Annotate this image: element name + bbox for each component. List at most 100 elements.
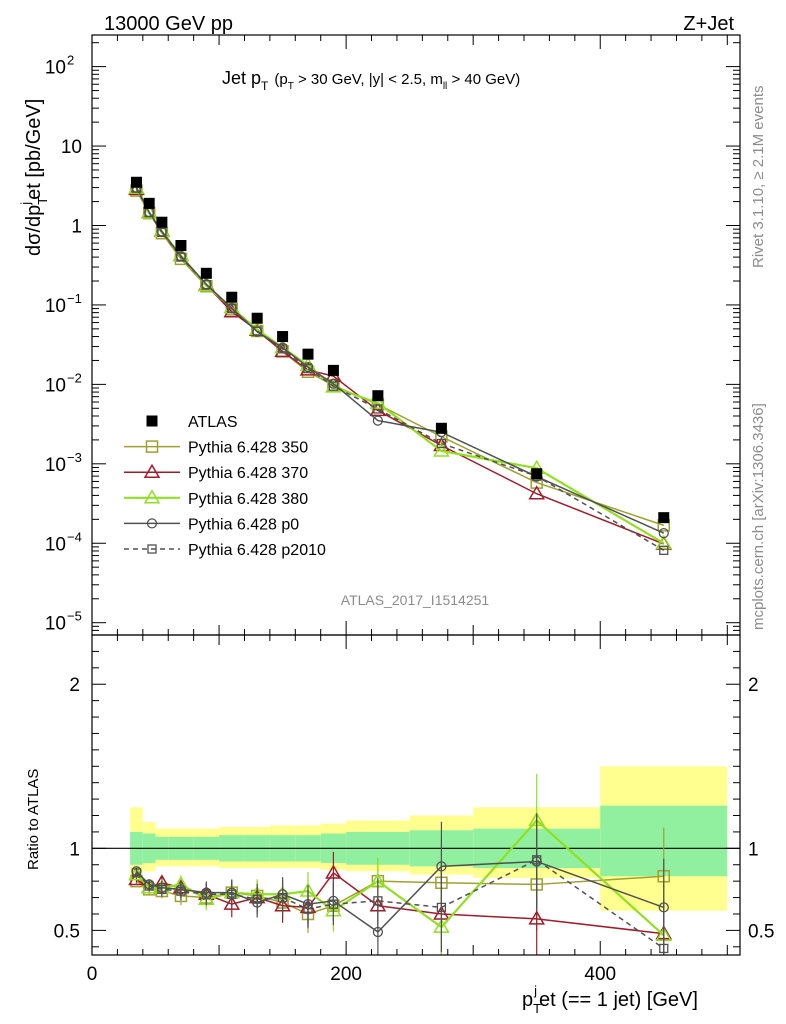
legend: ATLAS Pythia 6.428 350 Pythia 6.428 370 Pyt… — [124, 414, 326, 559]
ratio-point-5-11 — [436, 902, 447, 913]
plot-title: Jet pT (pT > 30 GeV, |y| < 2.5, mll > 40 … — [222, 68, 520, 93]
axes-frame — [91, 34, 741, 956]
main-ylabel-sup: j — [18, 202, 33, 206]
legend-marker-2 — [143, 463, 161, 478]
ratio-line-4 — [135, 860, 665, 934]
plot-title-main: Jet p — [222, 68, 261, 88]
plot-title-detail-a: (p — [274, 71, 287, 88]
header-process-label: Z+Jet — [683, 13, 734, 35]
legend-marker-1 — [145, 440, 159, 453]
y-tick-label-4: 10 — [45, 375, 66, 396]
ratio-ylabel: Ratio to ATLAS — [25, 769, 42, 870]
xlabel-p: p — [522, 989, 533, 1011]
legend-label-4: Pythia 6.428 p0 — [188, 516, 299, 533]
ratio-tick-label-r-1: 1 — [748, 839, 759, 860]
legend-label-3: Pythia 6.428 380 — [188, 491, 308, 508]
ratio-tick-label-l-1: 1 — [69, 839, 80, 860]
ratio-series-5 — [131, 813, 669, 955]
y-tick-label-7: 10 — [45, 614, 66, 635]
y-tick-label-5: 10 — [45, 455, 66, 476]
xlabel-rest: et (== 1 jet) [GeV] — [539, 989, 698, 1011]
data-point-5-11 — [436, 438, 447, 449]
legend-label-5: Pythia 6.428 p2010 — [188, 542, 326, 559]
ratio-point-5-13 — [659, 943, 669, 954]
series-4 — [131, 182, 669, 539]
data-point-0-11 — [435, 422, 447, 434]
data-point-0-5 — [226, 291, 238, 303]
data-point-0-2 — [156, 216, 168, 228]
rivet-version-label: Rivet 3.1.10, ≥ 2.1M events — [750, 86, 767, 269]
data-point-5-8 — [303, 363, 313, 374]
ratio-tick-label-r-2: 0.5 — [748, 921, 774, 942]
ratio-point-5-5 — [227, 889, 237, 899]
plot-title-detail-b: T — [288, 81, 294, 92]
data-point-0-6 — [251, 312, 263, 324]
data-point-0-13 — [658, 512, 670, 524]
data-point-4-13 — [658, 528, 669, 539]
analysis-label: ATLAS_2017_I1514251 — [341, 592, 490, 608]
data-point-0-1 — [143, 197, 155, 209]
legend-label-1: Pythia 6.428 350 — [188, 440, 308, 457]
plot-title-detail-d: ll — [443, 81, 447, 92]
y-tick-exp-7: −5 — [67, 609, 82, 624]
ratio-tick-label-l-2: 0.5 — [54, 921, 80, 942]
ratio-point-5-2 — [157, 884, 167, 895]
ratio-point-5-8 — [303, 904, 313, 914]
data-point-5-2 — [157, 227, 167, 237]
data-point-5-13 — [659, 545, 669, 555]
data-point-5-9 — [328, 381, 339, 391]
main-ylabel: dσ/dpTj et [pb/GeV] — [18, 99, 50, 256]
legend-label-2: Pythia 6.428 370 — [188, 465, 308, 482]
legend-marker-3 — [143, 489, 161, 504]
data-point-0-3 — [175, 239, 187, 251]
data-point-3-13 — [655, 534, 673, 550]
data-point-5-5 — [227, 303, 237, 314]
data-point-0-12 — [531, 468, 543, 480]
main-ylabel-sub: T — [35, 197, 50, 205]
ratio-point-5-7 — [277, 892, 288, 903]
x-tick-label-2: 400 — [584, 964, 616, 985]
data-point-5-4 — [201, 280, 212, 290]
data-point-0-0 — [130, 176, 142, 188]
ratio-point-5-6 — [252, 894, 262, 904]
ratio-point-2-12 — [528, 910, 546, 925]
data-point-5-6 — [252, 326, 262, 336]
x-axis-label: pTj et (== 1 jet) [GeV] — [522, 983, 698, 1016]
xlabel-sup: j — [533, 983, 537, 998]
legend-marker-0 — [146, 415, 158, 427]
ratio-point-5-0 — [131, 868, 142, 878]
data-point-3-11 — [433, 442, 450, 457]
series-0 — [130, 176, 670, 524]
data-point-2-12 — [528, 485, 546, 500]
data-point-0-8 — [302, 348, 314, 360]
ratio-point-5-1 — [144, 881, 154, 891]
ratio-point-5-12 — [532, 855, 542, 865]
ratio-point-2-5 — [223, 895, 241, 910]
ratio-point-4-10 — [372, 926, 384, 938]
data-point-5-3 — [176, 252, 186, 262]
ratio-point-5-4 — [201, 889, 212, 899]
plot-title-sub: T — [261, 79, 269, 93]
x-tick-label-1: 200 — [330, 964, 362, 985]
y-tick-label-6: 10 — [45, 534, 66, 555]
y-tick-label-3: 10 — [45, 296, 66, 317]
xlabel-sub: T — [533, 1001, 541, 1016]
data-point-0-9 — [327, 364, 339, 376]
legend-marker-5 — [147, 544, 157, 554]
ratio-point-5-10 — [373, 896, 383, 906]
ratio-line-2 — [136, 871, 664, 935]
y-tick-exp-4: −2 — [67, 370, 82, 385]
data-point-0-7 — [277, 331, 289, 343]
y-tick-label-1: 10 — [61, 137, 82, 158]
ratio-frame — [91, 634, 741, 956]
ratio-point-2-9 — [325, 864, 342, 879]
y-tick-exp-0: 2 — [67, 53, 74, 68]
mcplots-label: mcplots.cern.ch [arXiv:1306.3436] — [750, 403, 767, 630]
ratio-line-1 — [136, 875, 664, 915]
legend-label-0: ATLAS — [188, 414, 238, 431]
data-point-0-4 — [200, 267, 212, 279]
y-tick-exp-6: −4 — [67, 529, 82, 544]
y-tick-label-0: 10 — [45, 58, 66, 79]
ratio-tick-label-l-0: 2 — [69, 675, 80, 696]
